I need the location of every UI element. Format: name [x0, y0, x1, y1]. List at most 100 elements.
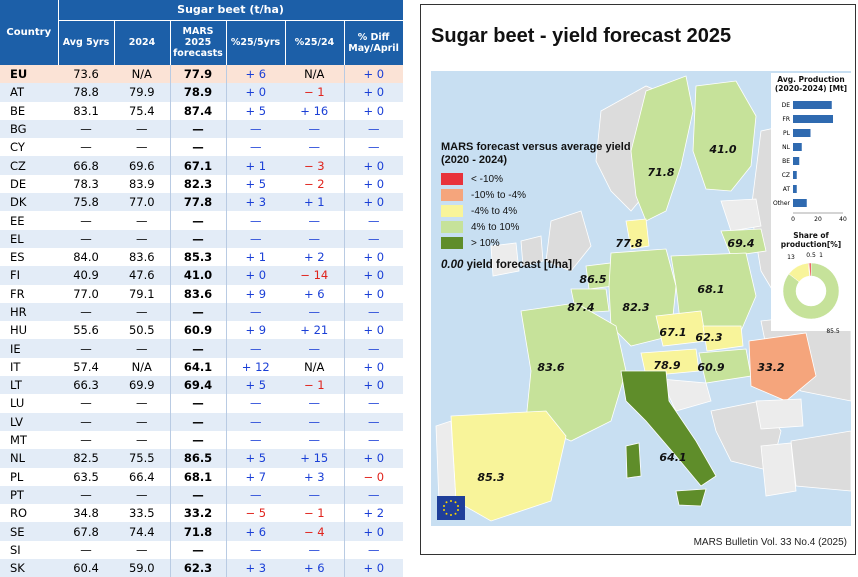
production-category-label: CZ	[782, 172, 790, 179]
avg-cell: 66.3	[58, 376, 114, 395]
forecast-cell: —	[169, 138, 226, 157]
forecast-cell: 71.8	[169, 522, 226, 541]
header-country: Country	[0, 0, 59, 65]
table-row: PL 63.5 66.4 68.1 + 7 + 3− 0	[0, 467, 404, 486]
pct5-cell: + 3	[225, 559, 285, 577]
forecast-cell: —	[169, 412, 226, 431]
country-cell: BG	[0, 119, 58, 139]
table-row: LV — — — — — —	[0, 412, 404, 431]
y2024-cell: —	[114, 430, 170, 450]
pct5-cell: + 9	[225, 321, 285, 340]
diff-cell: —	[343, 485, 404, 505]
legend-items: < -10% -10% to -4% -4% to 4% 4% to 10% > 10%	[441, 171, 636, 251]
pct24-cell: N/A	[285, 65, 344, 84]
map-value-labels: 71.8 41.0 77.8 69.4 86.5 87.4 82.3 68.1 67.1 62.3…	[477, 143, 784, 484]
production-chart-title: Avg. Production (2020-2024) [Mt]	[774, 75, 848, 93]
map-label-lt: 69.4	[727, 237, 754, 250]
avg-cell: 67.8	[58, 522, 114, 541]
pct24-cell: − 2	[285, 174, 344, 194]
table-row: BE 83.1 75.4 87.4 + 5 + 16 + 0	[0, 101, 404, 120]
map-area: 71.8 41.0 77.8 69.4 86.5 87.4 82.3 68.1 67.1 62.3…	[431, 71, 851, 526]
diff-cell: —	[343, 394, 404, 413]
region-bg	[755, 398, 804, 430]
y2024-cell: 69.9	[114, 376, 170, 395]
legend-item: < -10%	[441, 171, 636, 187]
country-cell: AT	[0, 83, 58, 102]
pct5-cell: + 0	[225, 83, 285, 102]
production-chart-box: Avg. Production (2020-2024) [Mt] DE FR PL N…	[771, 73, 851, 233]
y2024-cell: —	[114, 119, 170, 139]
y2024-cell: —	[114, 138, 170, 157]
pct24-cell: + 15	[285, 449, 344, 468]
map-title: Sugar beet - yield forecast 2025	[431, 25, 732, 47]
map-label-de: 82.3	[622, 301, 649, 314]
map-label-dk: 77.8	[615, 237, 642, 250]
country-cell: NL	[0, 449, 58, 468]
diff-cell: + 0	[343, 174, 404, 194]
avg-cell: —	[58, 412, 114, 431]
region-it-sardinia	[625, 442, 642, 479]
avg-cell: 83.1	[58, 101, 114, 120]
avg-cell: 82.5	[58, 449, 114, 468]
region-hr-si	[660, 378, 712, 412]
table-row: NL 82.5 75.5 86.5 + 5 + 15 + 0	[0, 449, 404, 468]
pct24-cell: − 1	[285, 376, 344, 395]
pct5-cell: —	[225, 229, 285, 248]
production-category-label: FR	[782, 116, 790, 123]
production-bar	[793, 157, 800, 165]
y2024-cell: 79.9	[114, 83, 170, 102]
country-cell: HU	[0, 321, 58, 340]
region-el	[760, 442, 797, 497]
pct24-cell: + 6	[285, 559, 344, 577]
country-cell: BE	[0, 101, 58, 120]
header-diff-may-april: % Diff May/April	[344, 20, 404, 65]
legend-swatch	[441, 237, 463, 249]
header-diff-line2: May/April	[348, 42, 399, 54]
eu-countries	[435, 75, 817, 522]
y2024-cell: 33.5	[114, 504, 170, 523]
country-cell: SK	[0, 559, 58, 577]
avg-cell: —	[58, 430, 114, 450]
table-row: SI — — — — — —	[0, 540, 404, 560]
europe-map: 71.8 41.0 77.8 69.4 86.5 87.4 82.3 68.1 67.1 62.3…	[435, 75, 851, 522]
avg-cell: 84.0	[58, 247, 114, 267]
region-at	[640, 348, 700, 377]
table-row: EU 73.6 N/A 77.9 + 6 N/A + 0	[0, 65, 404, 84]
production-bar	[793, 101, 832, 109]
y2024-cell: —	[114, 302, 170, 322]
legend-label: > 10%	[471, 237, 500, 249]
y2024-cell: —	[114, 485, 170, 505]
note-value: 0.00	[441, 259, 464, 271]
diff-cell: + 0	[343, 193, 404, 212]
diff-cell: + 0	[343, 156, 404, 175]
forecast-cell: —	[169, 394, 226, 413]
production-tick-label: 40	[839, 216, 847, 223]
legend-item: -4% to 4%	[441, 203, 636, 219]
diff-cell: + 0	[343, 247, 404, 267]
country-cell: HR	[0, 302, 58, 322]
avg-cell: 78.3	[58, 174, 114, 194]
country-cell: FI	[0, 266, 58, 285]
forecast-cell: —	[169, 119, 226, 139]
forecast-cell: 68.1	[169, 467, 226, 486]
country-cell: LT	[0, 376, 58, 395]
forecast-cell: 77.9	[169, 65, 226, 84]
legend-item: > 10%	[441, 235, 636, 251]
forecast-cell: 87.4	[169, 101, 226, 120]
header-diff-line1: % Diff	[357, 31, 390, 43]
pct5-cell: + 5	[225, 174, 285, 194]
share-slice	[782, 262, 840, 320]
production-bar	[793, 129, 811, 137]
production-bar	[793, 171, 797, 179]
region-ee-lv	[720, 198, 762, 232]
region-es	[450, 410, 567, 522]
avg-cell: 66.8	[58, 156, 114, 175]
pct24-cell: N/A	[285, 357, 344, 377]
note-text: yield forecast [t/ha]	[466, 259, 573, 271]
diff-cell: —	[343, 540, 404, 560]
pct5-cell: —	[225, 302, 285, 322]
country-cell: LV	[0, 412, 58, 431]
pct24-cell: —	[285, 229, 344, 248]
country-cell: EU	[0, 65, 58, 84]
pct24-cell: —	[285, 412, 344, 431]
